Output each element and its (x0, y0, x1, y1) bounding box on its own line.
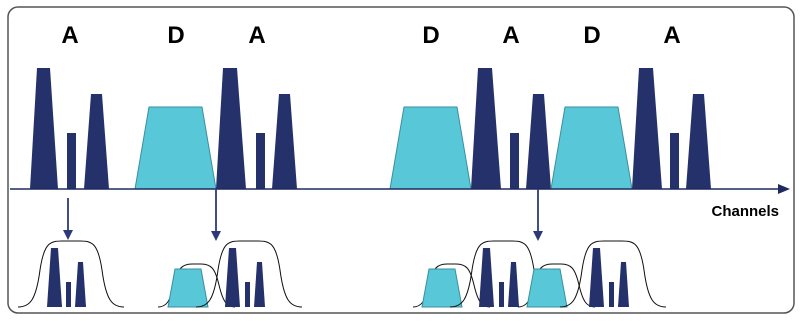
video-carrier-peak (225, 248, 240, 307)
video-carrier-peak (216, 68, 246, 189)
analog-channel-4 (632, 68, 711, 189)
filtered-view-2 (157, 240, 303, 308)
video-carrier-peak (30, 68, 58, 189)
color-subcarrier-bar (609, 282, 614, 307)
filtered-view-1 (17, 240, 125, 308)
color-subcarrier-bar (670, 133, 679, 189)
label-a-1: A (61, 22, 78, 49)
audio-carrier-peak (75, 262, 86, 307)
audio-carrier-peak (526, 94, 551, 189)
analog-channel-1 (30, 68, 109, 189)
color-subcarrier-bar (256, 133, 265, 189)
digital-channel-1 (134, 106, 217, 190)
video-carrier-peak (47, 248, 62, 307)
label-a-4: A (663, 22, 680, 49)
axis-arrowhead (778, 184, 790, 194)
video-carrier-peak (589, 248, 604, 307)
color-subcarrier-bar (66, 282, 71, 307)
filtered-view-3 (412, 240, 667, 308)
video-carrier-peak (471, 68, 501, 189)
audio-carrier-peak (686, 94, 711, 189)
audio-carrier-peak (84, 94, 109, 189)
audio-carrier-peak (618, 262, 629, 307)
digital-channel-2 (389, 106, 472, 190)
audio-carrier-peak (272, 94, 297, 189)
channels-axis-label: Channels (711, 203, 779, 220)
analog-channel-3 (471, 68, 551, 189)
color-subcarrier-bar (245, 282, 250, 307)
filter-envelope (559, 240, 667, 308)
video-carrier-peak (632, 68, 662, 189)
label-d-1: D (167, 22, 184, 49)
digital-channel (421, 268, 463, 308)
label-d-2: D (422, 22, 439, 49)
color-subcarrier-bar (499, 282, 504, 307)
video-carrier-peak (479, 248, 494, 307)
filter-envelope (17, 240, 125, 308)
audio-carrier-peak (254, 262, 265, 307)
label-a-2: A (248, 22, 265, 49)
label-a-3: A (502, 22, 519, 49)
filter-envelope (195, 240, 303, 308)
color-subcarrier-bar (510, 133, 519, 189)
analog-channel-2 (216, 68, 297, 189)
digital-channel (526, 268, 568, 308)
color-subcarrier-bar (67, 133, 76, 189)
audio-carrier-peak (508, 262, 519, 307)
digital-channel (167, 268, 209, 308)
diagram-frame (7, 6, 795, 314)
label-d-3: D (583, 22, 600, 49)
digital-channel-3 (550, 106, 633, 190)
